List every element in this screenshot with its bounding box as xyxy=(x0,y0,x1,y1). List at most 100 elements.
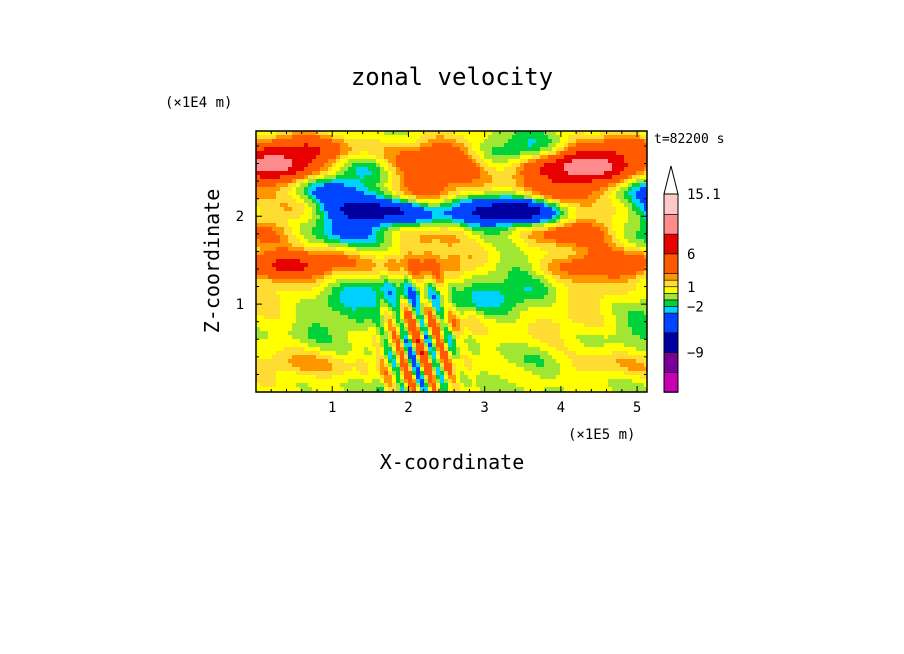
contour-cell xyxy=(504,387,508,391)
contour-cell xyxy=(420,163,424,167)
contour-cell xyxy=(340,311,344,315)
contour-cell xyxy=(284,323,288,327)
contour-cell xyxy=(464,347,468,351)
contour-cell xyxy=(544,243,548,247)
contour-cell xyxy=(436,143,440,147)
contour-cell xyxy=(380,307,384,311)
contour-cell xyxy=(312,215,316,219)
contour-cell xyxy=(516,291,520,295)
contour-cell xyxy=(476,359,480,363)
contour-cell xyxy=(396,303,400,307)
contour-cell xyxy=(344,383,348,387)
contour-cell xyxy=(404,183,408,187)
contour-cell xyxy=(396,179,400,183)
contour-cell xyxy=(532,267,536,271)
contour-cell xyxy=(396,175,400,179)
contour-cell xyxy=(460,275,464,279)
contour-cell xyxy=(476,207,480,211)
contour-cell xyxy=(288,343,292,347)
contour-cell xyxy=(368,379,372,383)
contour-cell xyxy=(356,259,360,263)
contour-cell xyxy=(348,183,352,187)
contour-cell xyxy=(444,171,448,175)
contour-cell xyxy=(336,179,340,183)
contour-cell xyxy=(300,175,304,179)
contour-cell xyxy=(368,203,372,207)
contour-cell xyxy=(516,195,520,199)
contour-cell xyxy=(400,343,404,347)
contour-cell xyxy=(508,239,512,243)
contour-cell xyxy=(364,383,368,387)
contour-cell xyxy=(432,295,436,299)
contour-cell xyxy=(260,347,264,351)
contour-cell xyxy=(420,239,424,243)
contour-cell xyxy=(276,299,280,303)
contour-cell xyxy=(456,283,460,287)
contour-cell xyxy=(500,219,504,223)
contour-cell xyxy=(288,151,292,155)
contour-cell xyxy=(440,259,444,263)
contour-cell xyxy=(280,279,284,283)
contour-cell xyxy=(428,255,432,259)
contour-cell xyxy=(348,283,352,287)
contour-cell xyxy=(328,135,332,139)
contour-cell xyxy=(460,335,464,339)
contour-cell xyxy=(280,159,284,163)
contour-cell xyxy=(332,255,336,259)
contour-cell xyxy=(260,139,264,143)
contour-cell xyxy=(340,267,344,271)
contour-cell xyxy=(432,251,436,255)
contour-cell xyxy=(308,183,312,187)
contour-cell xyxy=(396,255,400,259)
contour-cell xyxy=(344,167,348,171)
contour-cell xyxy=(476,223,480,227)
contour-cell xyxy=(472,187,476,191)
contour-cell xyxy=(336,147,340,151)
contour-cell xyxy=(368,199,372,203)
contour-cell xyxy=(524,207,528,211)
contour-cell xyxy=(296,239,300,243)
contour-cell xyxy=(480,231,484,235)
contour-cell xyxy=(452,327,456,331)
contour-cell xyxy=(544,171,548,175)
contour-cell xyxy=(340,287,344,291)
contour-cell xyxy=(456,267,460,271)
contour-cell xyxy=(368,295,372,299)
contour-cell xyxy=(492,383,496,387)
contour-cell xyxy=(380,227,384,231)
contour-cell xyxy=(348,331,352,335)
contour-cell xyxy=(536,223,540,227)
contour-cell xyxy=(520,263,524,267)
contour-cell xyxy=(436,139,440,143)
contour-cell xyxy=(504,343,508,347)
contour-cell xyxy=(356,383,360,387)
contour-cell xyxy=(276,223,280,227)
contour-cell xyxy=(256,343,260,347)
contour-cell xyxy=(484,343,488,347)
contour-cell xyxy=(344,379,348,383)
contour-cell xyxy=(360,359,364,363)
contour-cell xyxy=(388,347,392,351)
contour-cell xyxy=(392,175,396,179)
contour-cell xyxy=(440,171,444,175)
contour-cell xyxy=(456,319,460,323)
contour-cell xyxy=(272,255,276,259)
contour-cell xyxy=(292,335,296,339)
contour-cell xyxy=(360,271,364,275)
contour-cell xyxy=(276,371,280,375)
contour-cell xyxy=(428,203,432,207)
contour-cell xyxy=(276,347,280,351)
contour-cell xyxy=(416,287,420,291)
contour-cell xyxy=(504,355,508,359)
contour-cell xyxy=(316,203,320,207)
contour-cell xyxy=(268,259,272,263)
contour-cell xyxy=(260,303,264,307)
contour-cell xyxy=(384,283,388,287)
contour-cell xyxy=(256,279,260,283)
contour-cell xyxy=(496,295,500,299)
contour-cell xyxy=(316,387,320,391)
contour-cell xyxy=(316,379,320,383)
contour-cell xyxy=(288,287,292,291)
contour-cell xyxy=(308,191,312,195)
contour-cell xyxy=(500,359,504,363)
